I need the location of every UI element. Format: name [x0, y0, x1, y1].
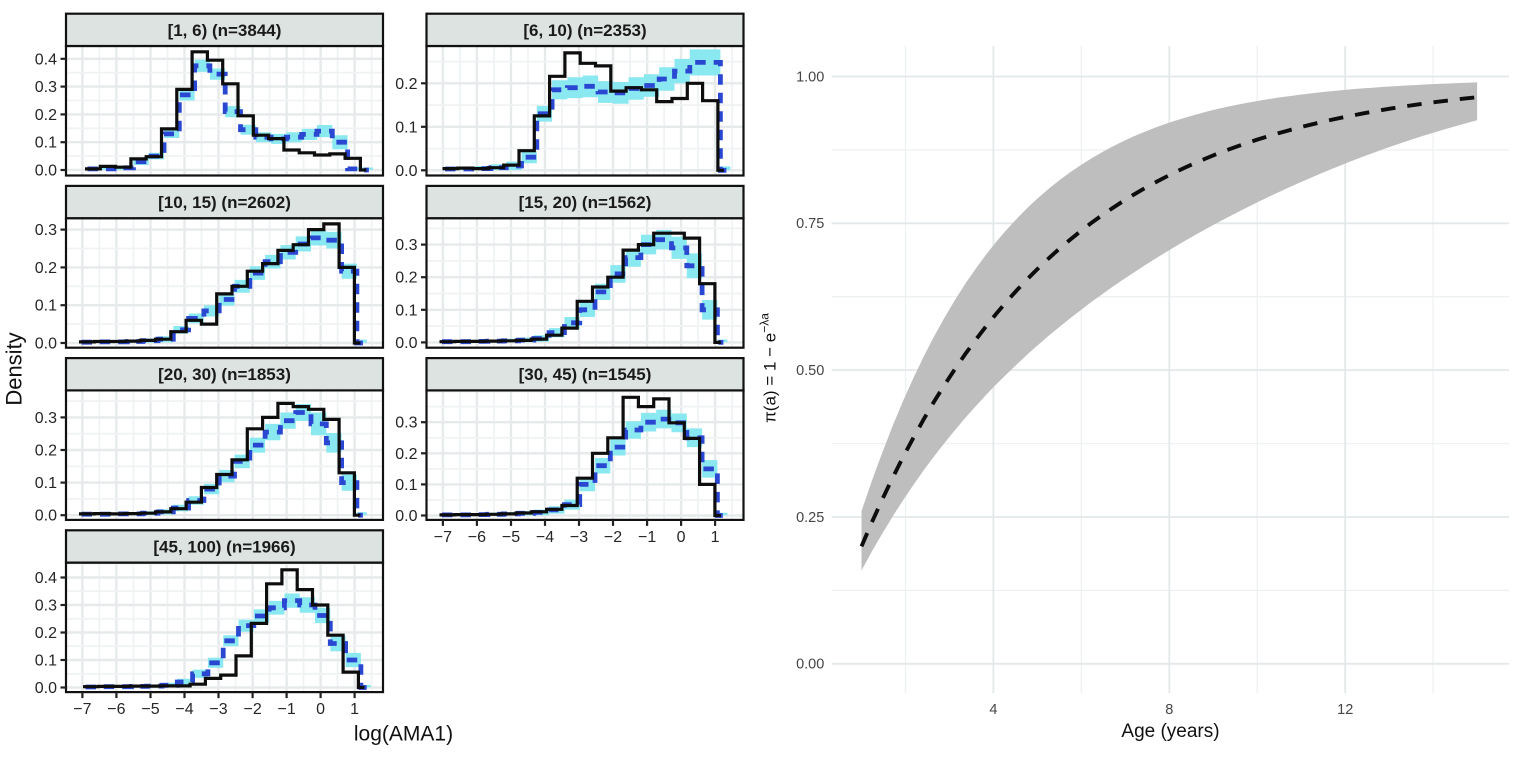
svg-text:[10, 15) (n=2602): [10, 15) (n=2602)	[158, 193, 291, 212]
svg-text:0.0: 0.0	[395, 335, 417, 352]
svg-text:−5: −5	[502, 529, 520, 546]
svg-text:−3: −3	[570, 529, 588, 546]
svg-text:1.00: 1.00	[796, 69, 824, 85]
svg-text:[6, 10) (n=2353): [6, 10) (n=2353)	[523, 21, 646, 40]
svg-text:1: 1	[350, 701, 359, 718]
svg-text:0.4: 0.4	[35, 51, 57, 68]
svg-text:12: 12	[1337, 702, 1353, 718]
svg-text:0.2: 0.2	[35, 443, 57, 460]
svg-text:0.50: 0.50	[796, 363, 824, 379]
svg-text:0.0: 0.0	[395, 508, 417, 525]
svg-text:0.00: 0.00	[796, 657, 824, 673]
svg-text:−4: −4	[536, 529, 554, 546]
svg-text:[30, 45) (n=1545): [30, 45) (n=1545)	[519, 365, 652, 384]
svg-text:8: 8	[1165, 702, 1173, 718]
svg-text:−2: −2	[243, 701, 261, 718]
svg-text:0: 0	[677, 529, 686, 546]
svg-text:0.3: 0.3	[35, 598, 57, 615]
svg-text:0.2: 0.2	[395, 446, 417, 463]
svg-text:−7: −7	[434, 529, 452, 546]
svg-text:0.1: 0.1	[35, 475, 57, 492]
svg-text:0: 0	[316, 701, 325, 718]
svg-text:[45, 100) (n=1966): [45, 100) (n=1966)	[153, 537, 295, 556]
svg-text:0.2: 0.2	[395, 270, 417, 287]
svg-text:π(a) = 1 − e−λa: π(a) = 1 − e−λa	[758, 313, 780, 423]
svg-text:0.0: 0.0	[395, 163, 417, 180]
svg-text:−5: −5	[141, 701, 159, 718]
svg-text:0.2: 0.2	[395, 76, 417, 93]
svg-text:Density: Density	[2, 332, 27, 405]
svg-text:−3: −3	[209, 701, 227, 718]
svg-text:−7: −7	[73, 701, 91, 718]
svg-text:−4: −4	[175, 701, 193, 718]
svg-text:0.3: 0.3	[35, 79, 57, 96]
svg-text:−1: −1	[277, 701, 295, 718]
svg-text:0.2: 0.2	[35, 260, 57, 277]
svg-text:[1, 6) (n=3844): [1, 6) (n=3844)	[168, 21, 282, 40]
svg-text:−2: −2	[604, 529, 622, 546]
svg-text:[20, 30) (n=1853): [20, 30) (n=1853)	[158, 365, 291, 384]
svg-text:0.75: 0.75	[796, 216, 824, 232]
svg-text:0.3: 0.3	[395, 237, 417, 254]
svg-text:0.0: 0.0	[35, 163, 57, 180]
svg-text:−6: −6	[107, 701, 125, 718]
svg-text:0.2: 0.2	[35, 107, 57, 124]
svg-text:0.1: 0.1	[35, 298, 57, 315]
svg-text:0.0: 0.0	[35, 680, 57, 697]
svg-text:0.4: 0.4	[35, 570, 57, 587]
svg-text:log(AMA1): log(AMA1)	[354, 723, 453, 746]
svg-text:0.0: 0.0	[35, 336, 57, 353]
svg-text:0.25: 0.25	[796, 510, 824, 526]
svg-text:0.3: 0.3	[395, 415, 417, 432]
svg-text:−1: −1	[638, 529, 656, 546]
svg-text:0.3: 0.3	[35, 410, 57, 427]
svg-text:0.0: 0.0	[35, 508, 57, 525]
svg-text:4: 4	[989, 702, 997, 718]
svg-text:−6: −6	[468, 529, 486, 546]
svg-text:0.3: 0.3	[35, 222, 57, 239]
svg-text:0.1: 0.1	[35, 653, 57, 670]
svg-text:Age (years): Age (years)	[1121, 721, 1219, 742]
svg-text:1: 1	[711, 529, 720, 546]
svg-text:0.1: 0.1	[395, 119, 417, 136]
svg-text:0.1: 0.1	[395, 477, 417, 494]
svg-text:0.2: 0.2	[35, 625, 57, 642]
svg-text:[15, 20) (n=1562): [15, 20) (n=1562)	[519, 193, 652, 212]
svg-text:0.1: 0.1	[395, 302, 417, 319]
svg-text:0.1: 0.1	[35, 135, 57, 152]
